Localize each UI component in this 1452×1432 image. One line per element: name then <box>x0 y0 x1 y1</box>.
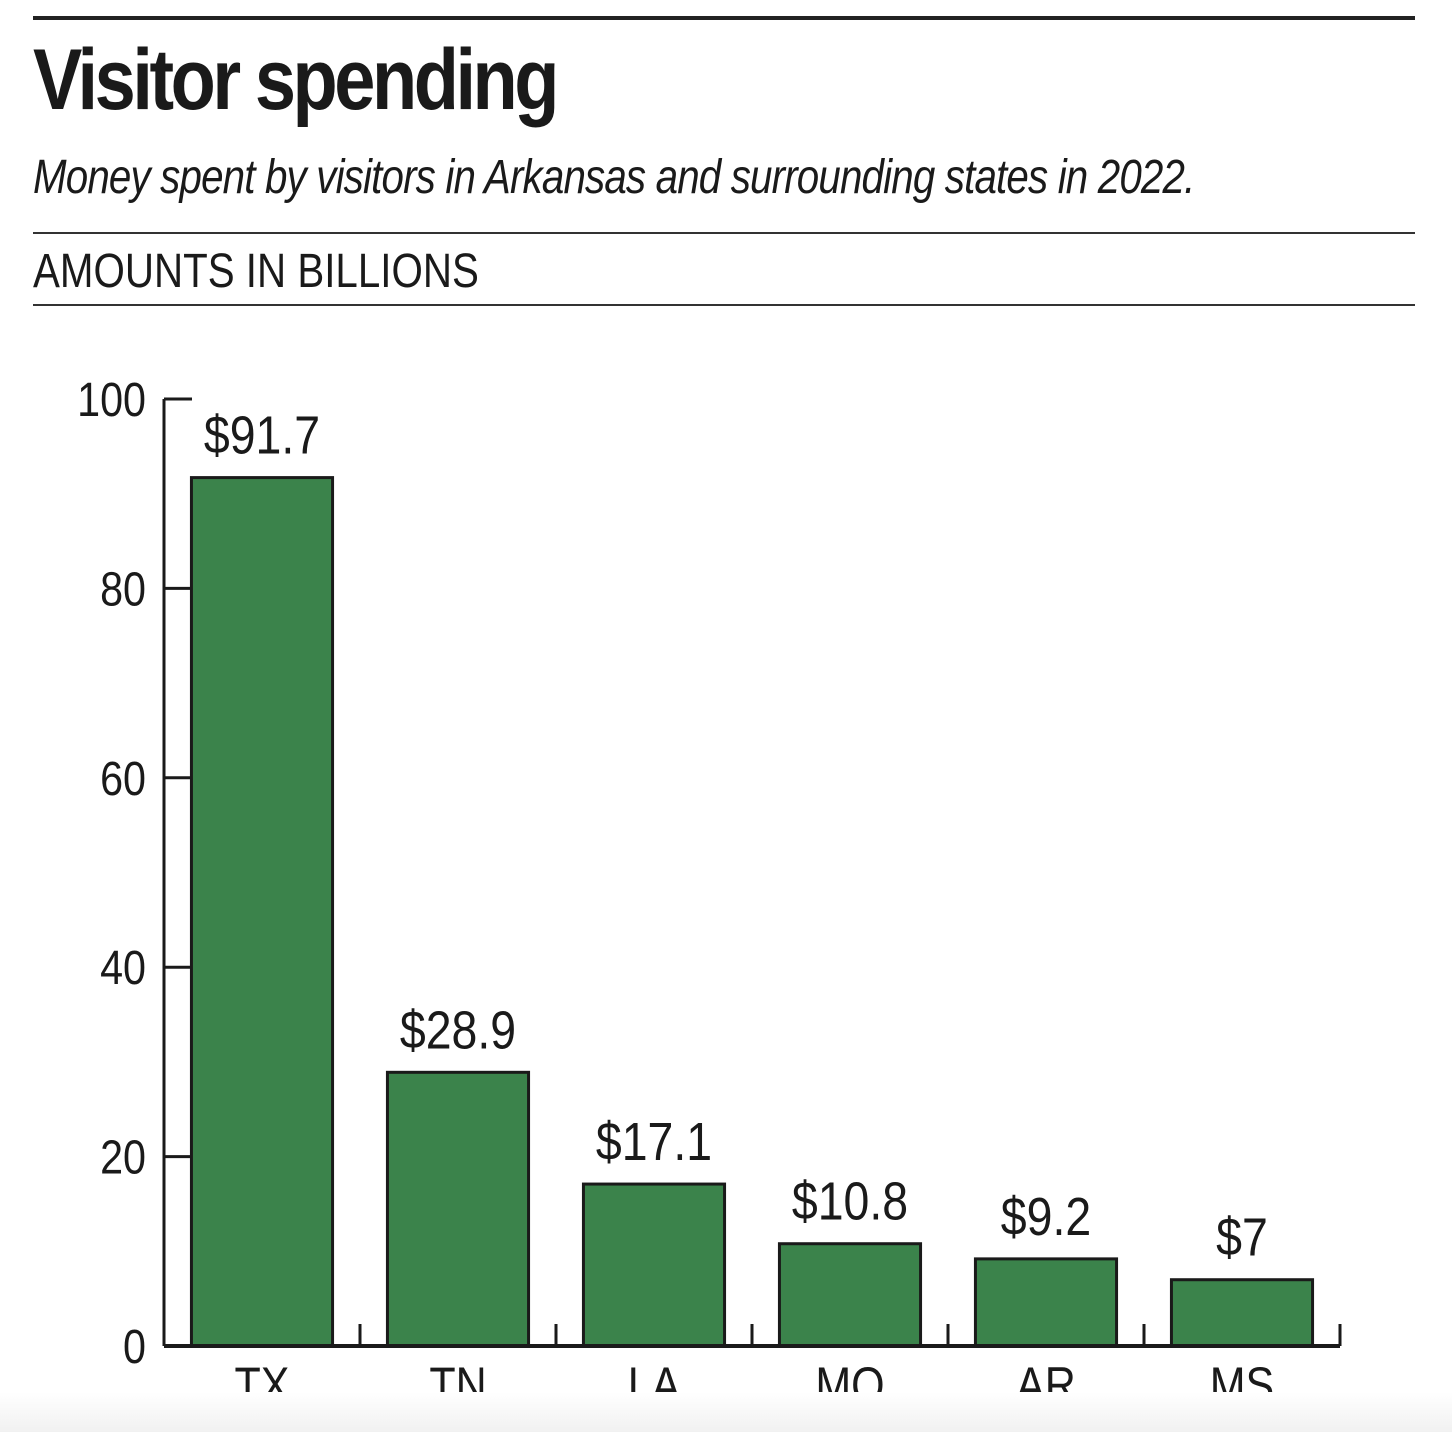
y-tick-label: 60 <box>100 752 146 806</box>
units-label: AMOUNTS IN BILLIONS <box>33 245 479 298</box>
data-label-mo: $10.8 <box>792 1170 908 1231</box>
y-tick-label: 20 <box>100 1131 146 1185</box>
bar-mo <box>777 1242 923 1348</box>
data-label-ms: $7 <box>1216 1206 1268 1267</box>
bar-la <box>581 1182 727 1348</box>
bottom-fade <box>0 1392 1452 1432</box>
bar-ar <box>973 1257 1119 1348</box>
y-tick-label: 0 <box>123 1320 146 1374</box>
data-label-ar: $9.2 <box>1001 1186 1091 1247</box>
divider-rule-lower <box>33 304 1415 306</box>
bar-tx <box>189 476 335 1348</box>
chart-title: Visitor spending <box>33 32 559 128</box>
top-rule <box>33 16 1415 20</box>
bar-ms <box>1169 1278 1315 1348</box>
divider-rule <box>33 232 1415 234</box>
y-tick-label: 100 <box>77 373 146 427</box>
data-label-tx: $91.7 <box>204 404 320 465</box>
bar-tn <box>385 1070 531 1348</box>
data-label-tn: $28.9 <box>400 999 516 1060</box>
chart-subtitle: Money spent by visitors in Arkansas and … <box>33 151 1195 204</box>
y-tick-label: 40 <box>100 941 146 995</box>
y-tick-label: 80 <box>100 563 146 617</box>
data-label-la: $17.1 <box>596 1111 712 1172</box>
